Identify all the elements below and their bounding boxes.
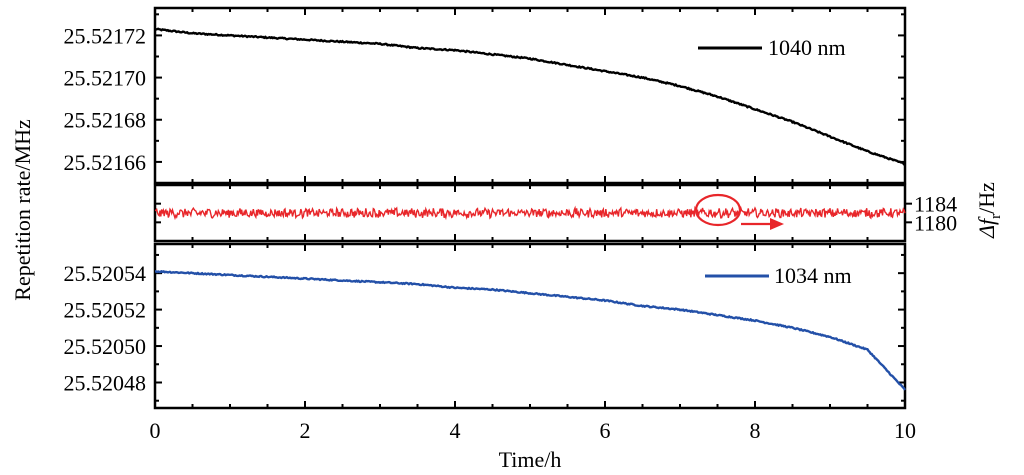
- y-tick-label: 25.52052: [64, 298, 147, 323]
- x-tick-label: 6: [600, 418, 611, 443]
- y-tick-label: 25.52166: [64, 150, 147, 175]
- y-axis-title-left: Repetition rate/MHz: [10, 119, 35, 301]
- y-tick-label: 25.52050: [64, 334, 147, 359]
- tick-labels: 0 2 4 6 8 10 25.52166 25.52168 25.52170 25.52172 2…: [64, 23, 958, 443]
- arrow-head: [770, 218, 784, 230]
- right-title-unit: /Hz: [974, 182, 999, 214]
- right-y-tick-label: 1184: [914, 192, 957, 217]
- right-y-tick-label: 1180: [914, 210, 957, 235]
- series-layer: [154, 27, 907, 391]
- y-tick-label: 25.52048: [64, 370, 147, 395]
- legend-label-1034: 1034 nm: [774, 263, 852, 288]
- y-tick-label: 25.52054: [64, 261, 147, 286]
- x-tick-label: 8: [750, 418, 761, 443]
- svg-text:Δfr/Hz: Δfr/Hz: [974, 182, 1004, 239]
- x-tick-label: 4: [450, 418, 461, 443]
- series-line-0: [154, 27, 906, 166]
- series-line-delta-fr: [154, 205, 906, 221]
- legend-label-1040: 1040 nm: [768, 35, 846, 60]
- x-tick-label: 0: [150, 418, 161, 443]
- highlight-ellipse: [694, 193, 742, 227]
- right-title-sub: r: [988, 214, 1004, 219]
- series-line-2: [154, 270, 907, 391]
- x-axis-title: Time/h: [499, 447, 562, 472]
- y-tick-label: 25.52172: [64, 23, 147, 48]
- y-tick-label: 25.52168: [64, 108, 147, 133]
- right-title-main: Δf: [974, 216, 999, 239]
- y-axis-title-right: Δfr/Hz: [974, 182, 1004, 239]
- tick-marks: [154, 8, 912, 408]
- x-tick-label: 10: [894, 418, 916, 443]
- y-tick-label: 25.52170: [64, 66, 147, 91]
- x-tick-label: 2: [300, 418, 311, 443]
